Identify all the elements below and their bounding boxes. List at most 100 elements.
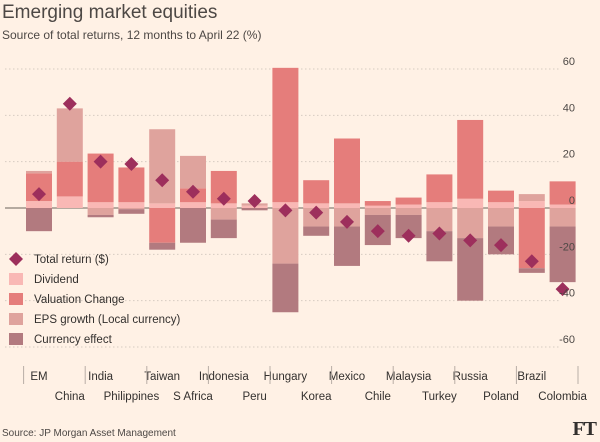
bar-segment-dividend-turkey	[426, 202, 453, 208]
marker-layer	[32, 96, 570, 297]
category-label: Malaysia	[386, 371, 432, 383]
y-tick-label: 0	[569, 195, 575, 207]
category-label: Peru	[242, 391, 266, 403]
category-label: India	[88, 371, 114, 383]
bar-segment-dividend-philippines	[118, 202, 145, 208]
bar-segment-eps-growth-local-currency--em	[26, 170, 52, 174]
legend-label-currency-effect: Currency effect	[34, 334, 113, 346]
total-return-marker-colombia	[555, 282, 570, 297]
category-label: Indonesia	[199, 371, 249, 383]
bar-segment-eps-growth-local-currency--turkey	[426, 208, 453, 232]
bar-segment-dividend-india	[87, 202, 114, 208]
category-label: Poland	[483, 391, 519, 403]
bar-segment-currency-effect-s-africa	[180, 208, 206, 243]
bar-segment-valuation-change-russia	[457, 119, 484, 199]
total-return-marker-china	[62, 96, 77, 111]
bar-segment-currency-effect-mexico	[334, 226, 360, 266]
y-tick-label: 60	[563, 56, 575, 68]
bar-segment-currency-effect-philippines	[118, 209, 145, 214]
legend-swatch-total-return	[9, 252, 23, 266]
category-label: China	[55, 391, 86, 403]
bar-segment-dividend-malaysia	[395, 204, 422, 208]
total-return-marker-peru	[247, 194, 262, 209]
bar-segment-dividend-mexico	[334, 203, 360, 208]
category-label: Chile	[365, 391, 391, 403]
bar-segment-currency-effect-korea	[303, 226, 330, 236]
total-return-marker-malaysia	[401, 228, 416, 243]
y-tick-label: -60	[559, 334, 575, 346]
category-label: Turkey	[422, 391, 457, 403]
total-return-marker-turkey	[432, 226, 447, 241]
total-return-marker-indonesia	[216, 191, 231, 206]
bar-segment-eps-growth-local-currency--philippines	[118, 208, 145, 210]
bar-segment-dividend-russia	[457, 198, 484, 208]
category-label: Brazil	[517, 371, 546, 383]
total-return-marker-russia	[463, 233, 478, 248]
bar-segment-eps-growth-local-currency--s-africa	[180, 155, 206, 189]
total-return-marker-philippines	[124, 156, 139, 171]
bar-segment-valuation-change-poland	[488, 190, 514, 203]
category-label: S Africa	[173, 391, 213, 403]
category-label: Russia	[453, 371, 489, 383]
bar-segment-valuation-change-hungary	[272, 67, 299, 203]
legend-label-dividend: Dividend	[34, 274, 79, 286]
bar-segment-eps-growth-local-currency--taiwan	[149, 129, 176, 204]
bar-layer	[26, 67, 576, 313]
category-label: Taiwan	[144, 371, 180, 383]
bar-segment-valuation-change-korea	[303, 180, 330, 204]
bar-segment-dividend-em	[26, 201, 52, 208]
category-label: EM	[30, 371, 47, 383]
bar-segment-eps-growth-local-currency--china	[56, 108, 83, 162]
bar-segment-dividend-brazil	[518, 201, 545, 208]
legend-swatch-eps-growth-local-currency	[9, 313, 23, 325]
legend-label-eps-growth-local-currency: EPS growth (Local currency)	[34, 314, 181, 326]
bar-segment-eps-growth-local-currency--malaysia	[395, 208, 422, 215]
bar-segment-dividend-china	[56, 196, 83, 208]
total-return-marker-taiwan	[155, 173, 170, 188]
bar-segment-currency-effect-hungary	[272, 263, 299, 313]
bar-segment-currency-effect-peru	[241, 208, 268, 211]
legend-swatch-dividend	[9, 273, 23, 285]
total-return-marker-brazil	[524, 254, 539, 269]
total-return-marker-em	[32, 187, 46, 202]
total-return-marker-korea	[309, 205, 324, 220]
bar-segment-valuation-change-china	[56, 161, 83, 197]
y-tick-label: 20	[563, 149, 575, 161]
source-note: Source: JP Morgan Asset Management	[2, 428, 176, 439]
ft-logo: FT	[572, 418, 597, 440]
total-return-marker-chile	[370, 224, 385, 239]
bar-segment-dividend-poland	[488, 202, 514, 208]
bar-segment-eps-growth-local-currency--poland	[488, 208, 514, 227]
bar-segment-currency-effect-taiwan	[149, 242, 176, 250]
bar-segment-currency-effect-malaysia	[395, 214, 422, 239]
total-return-marker-india	[93, 154, 108, 169]
y-tick-label: 40	[563, 102, 575, 114]
bar-segment-valuation-change-philippines	[118, 167, 145, 203]
category-label: Hungary	[264, 371, 308, 383]
bar-segment-valuation-change-turkey	[426, 174, 453, 203]
bar-segment-valuation-change-mexico	[334, 138, 360, 204]
y-axis: 60 40 20 0 -20 -40 -60	[559, 56, 575, 346]
chart-subtitle: Source of total returns, 12 months to Ap…	[2, 28, 262, 42]
legend-swatch-currency-effect	[9, 333, 23, 345]
category-label: Korea	[301, 391, 332, 403]
total-return-marker-hungary	[278, 203, 293, 218]
bar-segment-currency-effect-russia	[457, 238, 484, 301]
bar-segment-dividend-s-africa	[180, 202, 206, 208]
bar-segment-dividend-colombia	[549, 204, 576, 208]
bar-segment-currency-effect-em	[26, 208, 52, 232]
bar-segment-currency-effect-indonesia	[210, 219, 237, 239]
bar-segment-currency-effect-india	[87, 214, 114, 218]
category-label: Colombia	[538, 391, 587, 403]
category-label: Philippines	[104, 391, 160, 403]
legend-swatch-valuation-change	[9, 293, 23, 305]
bar-segment-eps-growth-local-currency--brazil	[518, 194, 545, 202]
bar-segment-valuation-change-colombia	[549, 181, 576, 205]
total-return-marker-s-africa	[186, 184, 200, 199]
category-label: Mexico	[329, 371, 365, 383]
bar-segment-eps-growth-local-currency--russia	[457, 208, 484, 239]
bar-segment-valuation-change-taiwan	[149, 208, 176, 243]
bar-segment-eps-growth-local-currency--chile	[364, 208, 391, 215]
